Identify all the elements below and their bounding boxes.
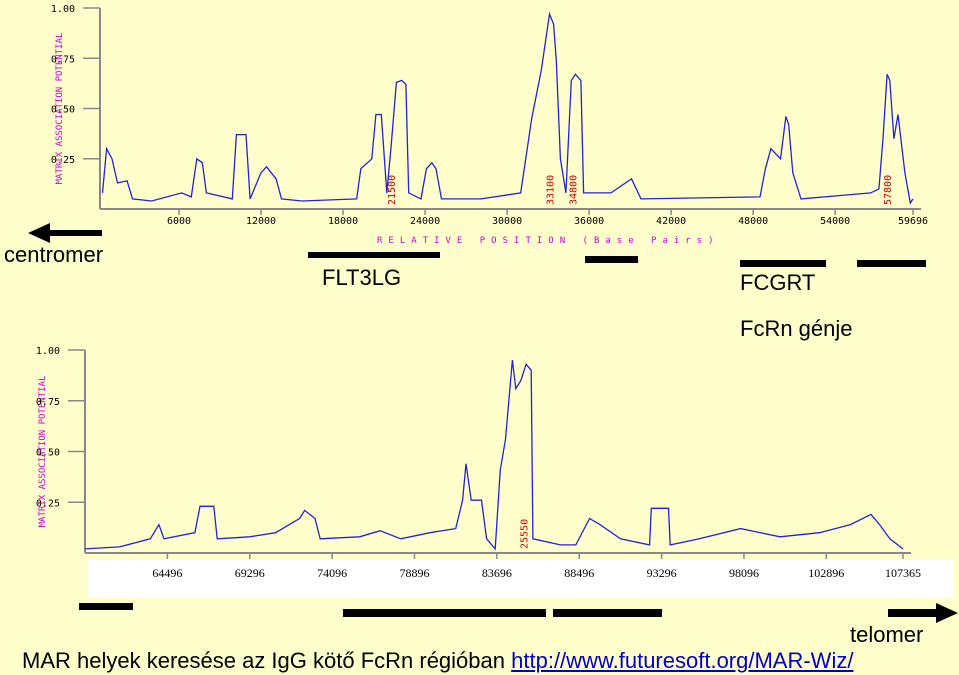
x-tick-label: 18000 [328,216,358,227]
x-tick-label: 54000 [820,216,850,227]
y-axis-label: MATRIX ASSOCIATION POTENTIAL [38,376,48,528]
x-tick-label: 69296 [235,566,265,580]
caption: MAR helyek keresése az IgG kötő FcRn rég… [22,648,853,674]
x-tick-label: 36000 [574,216,604,227]
x-tick-label: 78896 [399,566,429,580]
centromere-arrow [28,223,102,243]
telomere-label: telomer [850,622,924,647]
x-tick-label: 64496 [152,566,182,580]
gene-label: FcRn génje [740,316,853,341]
x-tick-label: 6000 [167,216,191,227]
x-tick-label: 98096 [729,566,759,580]
gene-label: FCGRT [740,270,816,295]
x-tick-label: 102896 [808,566,844,580]
x-tick-label: 30000 [492,216,522,227]
y-tick-label: 0.50 [36,448,60,459]
position-marker: 33100 [545,175,556,205]
x-tick-label: 88496 [564,566,594,580]
x-tick-label: 93296 [647,566,677,580]
y-tick-label: 0.25 [36,498,60,509]
y-tick-label: 1.00 [36,346,60,357]
gene-bars [79,252,928,617]
y-tick-label: 0.50 [51,105,75,116]
link[interactable]: http://www.futuresoft.org/MAR-Wiz/ [511,648,854,673]
telomere-arrow [925,603,958,623]
x-tick-label: 42000 [656,216,686,227]
series-line [84,360,904,551]
y-tick-label: 0.25 [51,155,75,166]
y-tick-label: 0.75 [51,54,75,65]
y-tick-label: 0.75 [36,397,60,408]
x-tick-label: 83696 [482,566,512,580]
y-axis-label: MATRIX ASSOCIATION POTENTIAL [55,33,65,185]
x-tick-label: 107365 [885,566,921,580]
caption-text: MAR helyek keresése az IgG kötő FcRn rég… [22,648,506,673]
position-marker: 21500 [387,175,398,205]
centromere-label: centromer [4,242,104,267]
position-marker: 34800 [569,175,580,205]
gene-label: FLT3LG [322,265,402,290]
x-axis-label: RELATIVE POSITION (Base Pairs) [377,236,720,246]
x-tick-label: 59696 [898,216,928,227]
x-tick-label: 48000 [738,216,768,227]
y-tick-label: 1.00 [51,4,75,15]
tick-band [88,560,953,598]
x-tick-label: 74096 [317,566,347,580]
x-tick-label: 24000 [410,216,440,227]
position-marker: 57800 [883,175,894,205]
series-line [101,11,914,205]
position-marker: 25550 [519,519,530,549]
x-tick-label: 12000 [246,216,276,227]
